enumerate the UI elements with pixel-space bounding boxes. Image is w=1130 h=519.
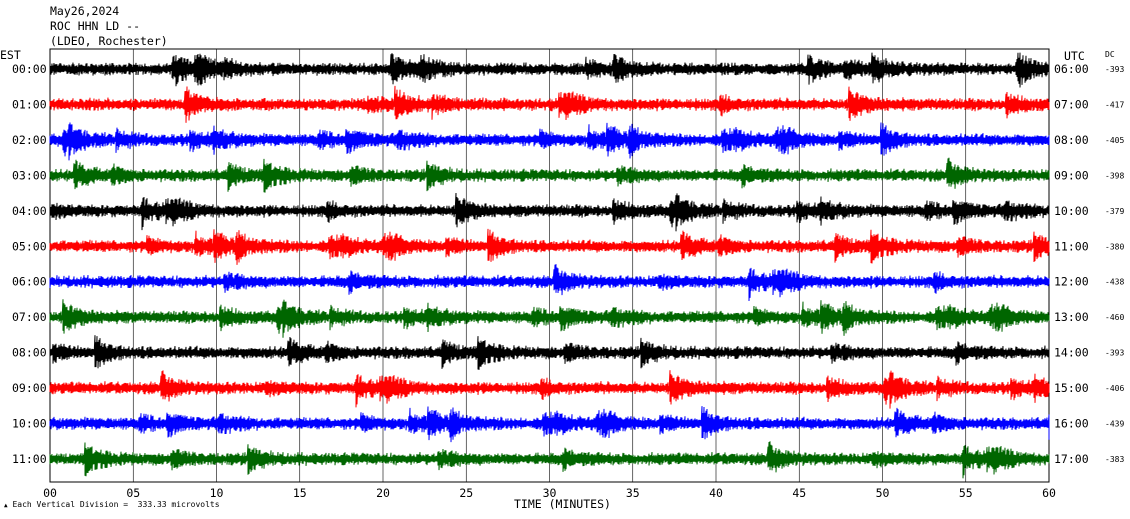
est-hour-label: 02:00 <box>12 133 47 147</box>
utc-axis-label: UTC <box>1064 49 1085 63</box>
trace-line <box>49 335 1050 370</box>
trace-line <box>49 52 1050 88</box>
utc-hour-label: 12:00 <box>1054 275 1089 289</box>
dc-offset-value: -380 <box>1105 242 1124 251</box>
utc-hour-label: 17:00 <box>1054 452 1089 466</box>
x-tick-label: 10 <box>210 486 224 500</box>
trace-line <box>49 299 1050 338</box>
utc-hour-label: 09:00 <box>1054 168 1089 182</box>
trace-line <box>49 406 1050 443</box>
chart-date: May26,2024 <box>50 4 120 18</box>
utc-hour-label: 10:00 <box>1054 204 1089 218</box>
x-axis-title: TIME (MINUTES) <box>514 497 611 511</box>
x-tick-label: 25 <box>459 486 473 500</box>
est-hour-label: 01:00 <box>12 97 47 111</box>
est-axis-label: EST <box>0 48 21 62</box>
trace-line <box>49 370 1050 409</box>
utc-hour-label: 13:00 <box>1054 310 1089 324</box>
scale-note: Each Vertical Division = 333.33 microvol… <box>12 500 220 509</box>
plot-grid <box>49 48 1050 483</box>
trace-line <box>49 85 1050 123</box>
x-tick-label: 00 <box>43 486 57 500</box>
station-code: ROC HHN LD -- <box>50 19 141 33</box>
scale-footnote: ▲ Each Vertical Division = 333.33 microv… <box>4 500 220 509</box>
dc-offset-value: -379 <box>1105 207 1124 216</box>
x-tick-label: 55 <box>959 486 973 500</box>
trace-line <box>49 122 1050 161</box>
utc-hour-label: 16:00 <box>1054 417 1089 431</box>
x-tick-label: 60 <box>1042 486 1056 500</box>
x-tick-label: 45 <box>792 486 806 500</box>
trace-line <box>49 228 1050 265</box>
utc-hour-label: 11:00 <box>1054 239 1089 253</box>
est-hour-label: 08:00 <box>12 346 47 360</box>
trace-line <box>49 192 1050 232</box>
est-hour-label: 06:00 <box>12 275 47 289</box>
est-hour-label: 03:00 <box>12 168 47 182</box>
est-hour-label: 05:00 <box>12 239 47 253</box>
dc-offset-value: -417 <box>1105 100 1124 109</box>
dc-offset-value: -393 <box>1105 65 1124 74</box>
dc-offset-value: -398 <box>1105 171 1124 180</box>
x-tick-label: 15 <box>293 486 307 500</box>
est-hour-label: 09:00 <box>12 381 47 395</box>
utc-hour-label: 14:00 <box>1054 346 1089 360</box>
x-tick-label: 05 <box>126 486 140 500</box>
utc-hour-label: 15:00 <box>1054 381 1089 395</box>
dc-offset-value: -406 <box>1105 384 1124 393</box>
x-tick-label: 30 <box>543 486 557 500</box>
dc-column-label: DC <box>1105 50 1115 59</box>
est-hour-label: 00:00 <box>12 62 47 76</box>
trace-group <box>49 52 1050 479</box>
trace-line <box>49 264 1050 302</box>
trace-line <box>49 157 1050 193</box>
corner-mark-icon: ▲ <box>4 502 8 509</box>
row-labels: 00:00 06:00 -393 01:00 07:00 -417 02:00 08:00 -4… <box>12 62 1124 466</box>
utc-hour-label: 08:00 <box>1054 133 1089 147</box>
x-axis-ticks: 00 05 10 15 20 25 30 35 40 45 50 55 60 <box>43 486 1056 500</box>
utc-hour-label: 06:00 <box>1054 62 1089 76</box>
x-tick-label: 35 <box>626 486 640 500</box>
dc-offset-value: -405 <box>1105 136 1124 145</box>
dc-offset-value: -460 <box>1105 313 1124 322</box>
dc-offset-value: -393 <box>1105 349 1124 358</box>
est-hour-label: 10:00 <box>12 417 47 431</box>
est-hour-label: 11:00 <box>12 452 47 466</box>
x-tick-label: 50 <box>876 486 890 500</box>
dc-offset-value: -438 <box>1105 278 1124 287</box>
utc-hour-label: 07:00 <box>1054 97 1089 111</box>
x-tick-label: 20 <box>376 486 390 500</box>
x-tick-label: 40 <box>709 486 723 500</box>
est-hour-label: 04:00 <box>12 204 47 218</box>
trace-line <box>49 441 1050 479</box>
station-location: (LDEO, Rochester) <box>50 34 168 48</box>
est-hour-label: 07:00 <box>12 310 47 324</box>
dc-offset-value: -439 <box>1105 420 1124 429</box>
dc-offset-value: -383 <box>1105 455 1124 464</box>
